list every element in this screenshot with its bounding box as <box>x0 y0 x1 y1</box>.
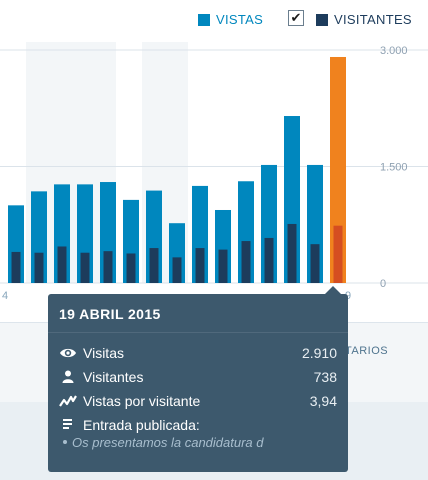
visitors-bar[interactable] <box>149 248 159 283</box>
tooltip-date: 19 ABRIL 2015 <box>59 306 161 322</box>
tooltip-views-label: Visitas <box>83 345 124 361</box>
visitors-bar[interactable] <box>241 241 251 283</box>
bar-chart: 3.000 1.500 0 4 9 <box>0 42 428 302</box>
tooltip-arrow <box>325 286 341 294</box>
visitors-legend-label: VISITANTES <box>334 12 412 27</box>
bar-tooltip: 19 ABRIL 2015 Visitas 2.910 Visitantes 7… <box>48 294 348 472</box>
tooltip-row-views: Visitas 2.910 <box>59 344 337 362</box>
visitors-bar[interactable] <box>57 246 67 283</box>
tooltip-row-views-per-visitor: Vistas por visitante 3,94 <box>59 392 337 410</box>
tooltip-row-post: Entrada publicada: <box>59 416 337 434</box>
visitors-bar[interactable] <box>103 251 113 283</box>
y-tick-label: 3.000 <box>380 45 408 57</box>
y-tick-label: 0 <box>380 278 386 290</box>
views-legend-label: VISTAS <box>216 12 264 27</box>
document-icon <box>59 416 77 434</box>
tooltip-visitors-value: 738 <box>313 369 337 385</box>
visitors-toggle-checkbox[interactable]: ✔ <box>288 10 304 26</box>
views-legend-swatch <box>198 14 210 26</box>
x-tick-label: 4 <box>2 290 8 302</box>
visitors-bar[interactable] <box>11 251 21 283</box>
tooltip-visitors-label: Visitantes <box>83 369 144 385</box>
visitors-bar[interactable] <box>126 253 136 283</box>
visitors-legend-swatch <box>316 14 328 26</box>
tab-comments-fragment[interactable]: TARIOS <box>345 345 389 357</box>
visitors-bar[interactable] <box>287 223 297 283</box>
chart-legend: VISTAS ✔ VISITANTES <box>0 10 428 30</box>
tooltip-row-visitors: Visitantes 738 <box>59 368 337 386</box>
tooltip-ratio-label: Vistas por visitante <box>83 393 201 409</box>
tooltip-post-heading: Entrada publicada: <box>83 417 200 433</box>
tooltip-divider <box>48 332 348 333</box>
post-bullet <box>63 440 67 444</box>
trend-icon <box>59 392 77 410</box>
visitors-bar[interactable] <box>333 225 343 283</box>
visitors-bar[interactable] <box>310 244 320 283</box>
person-icon <box>59 368 77 386</box>
visitors-bar[interactable] <box>34 252 44 283</box>
visitors-bar[interactable] <box>80 252 90 283</box>
visitors-bar[interactable] <box>218 249 228 283</box>
visitors-bar[interactable] <box>195 248 205 283</box>
visitors-bar[interactable] <box>264 237 274 283</box>
y-tick-label: 1.500 <box>380 162 408 174</box>
visitors-bar[interactable] <box>172 257 182 283</box>
x-tick-label: 9 <box>345 290 351 302</box>
eye-icon <box>59 344 77 362</box>
tooltip-ratio-value: 3,94 <box>309 393 337 409</box>
tooltip-views-value: 2.910 <box>301 345 337 361</box>
tooltip-post-link[interactable]: Os presentamos la candidatura d <box>72 435 264 450</box>
